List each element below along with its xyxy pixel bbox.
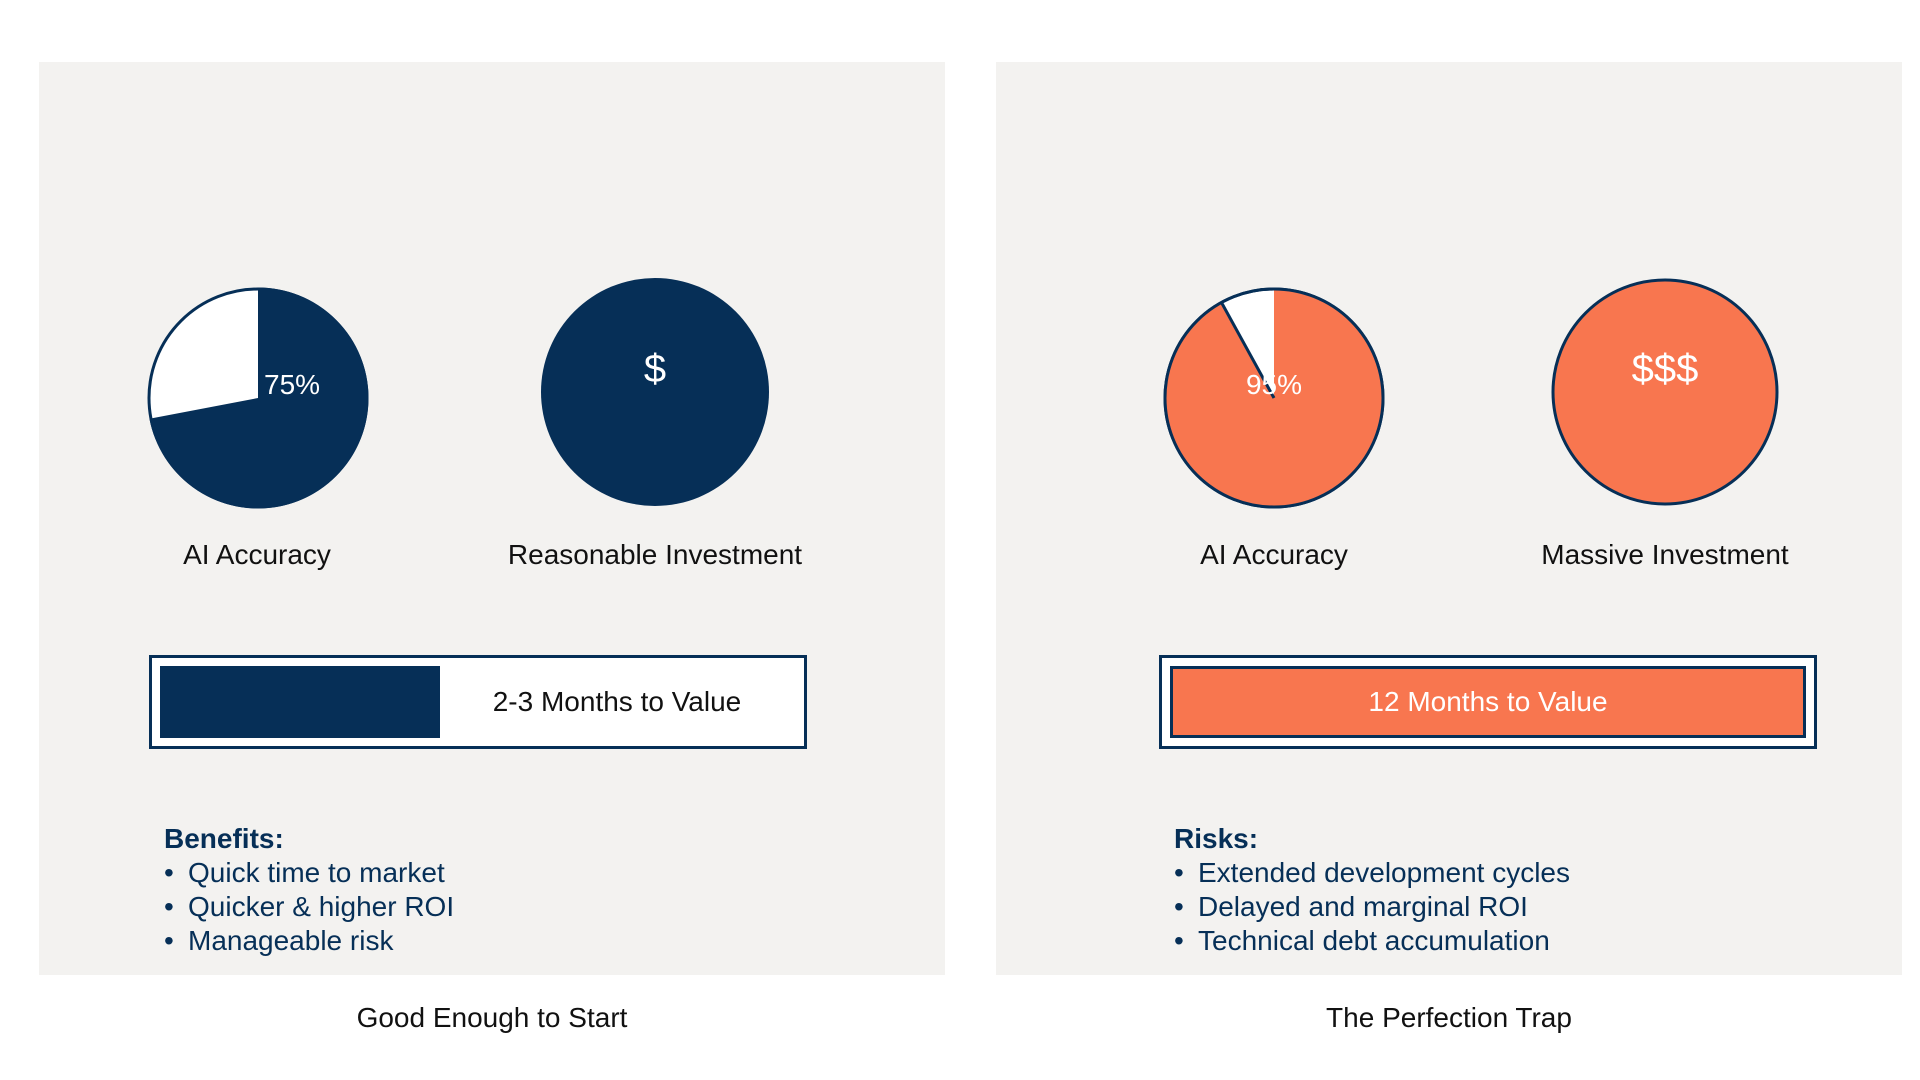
- pie-outline: [1163, 287, 1385, 509]
- pie-slice-edge: [1220, 301, 1276, 399]
- benefit-text: Quick time to market: [188, 857, 445, 888]
- benefit-text: Quicker & higher ROI: [188, 891, 455, 922]
- investment-circle-shape: [541, 278, 769, 506]
- pie-filled-slice: [149, 287, 369, 509]
- benefits-list: Benefits: • Quick time to market • Quicker…: [164, 822, 824, 958]
- accuracy-label: AI Accuracy: [183, 539, 331, 570]
- benefit-item: • Quick time to market: [164, 856, 824, 890]
- risk-text: Technical debt accumulation: [1198, 925, 1550, 956]
- time-to-value-label: 12 Months to Value: [1368, 686, 1608, 717]
- caption-perfection-trap: The Perfection Trap: [1326, 1002, 1572, 1033]
- risk-text: Delayed and marginal ROI: [1198, 891, 1528, 922]
- investment-circle: [541, 278, 769, 506]
- benefits-title: Benefits:: [164, 823, 284, 854]
- bullet: •: [1174, 857, 1184, 888]
- time-to-value-bar: [160, 666, 440, 738]
- benefit-item: • Quicker & higher ROI: [164, 890, 824, 924]
- bullet: •: [164, 857, 174, 888]
- benefit-text: Manageable risk: [188, 925, 394, 956]
- investment-circle: [1551, 278, 1779, 506]
- accuracy-label: AI Accuracy: [1200, 539, 1348, 570]
- risk-item: • Extended development cycles: [1174, 856, 1834, 890]
- investment-symbol: $: [643, 347, 667, 391]
- risk-text: Extended development cycles: [1198, 857, 1570, 888]
- bullet: •: [1174, 925, 1184, 956]
- accuracy-value-label: 50 to 75%: [193, 369, 321, 400]
- time-to-value-label: 2-3 Months to Value: [492, 686, 742, 717]
- investment-circle-shape: [1551, 278, 1779, 506]
- investment-label: Massive Investment: [1541, 539, 1789, 570]
- time-to-value-bar: [1170, 666, 1806, 738]
- risks-list: Risks: • Extended development cycles • Del…: [1174, 822, 1834, 958]
- time-to-value-box: 12 Months to Value: [1159, 655, 1817, 749]
- investment-symbol: $$$: [1631, 347, 1699, 391]
- bullet: •: [1174, 891, 1184, 922]
- accuracy-value-label: 95%: [1245, 369, 1303, 400]
- caption-good-enough: Good Enough to Start: [356, 1002, 628, 1033]
- risk-item: • Delayed and marginal ROI: [1174, 890, 1834, 924]
- risk-item: • Technical debt accumulation: [1174, 924, 1834, 958]
- panel-good-enough: 50 to 75% AI Accuracy $ Reasonable Inves…: [39, 62, 945, 975]
- investment-label: Reasonable Investment: [507, 539, 803, 570]
- bullet: •: [164, 925, 174, 956]
- accuracy-pie-chart: [147, 287, 369, 509]
- time-to-value-box: 2-3 Months to Value: [149, 655, 807, 749]
- risks-title: Risks:: [1174, 823, 1259, 854]
- benefit-item: • Manageable risk: [164, 924, 824, 958]
- accuracy-pie-chart: [1163, 287, 1385, 509]
- bullet: •: [164, 891, 174, 922]
- panel-perfection-trap: 95% AI Accuracy $$$ Massive Investment 1…: [996, 62, 1902, 975]
